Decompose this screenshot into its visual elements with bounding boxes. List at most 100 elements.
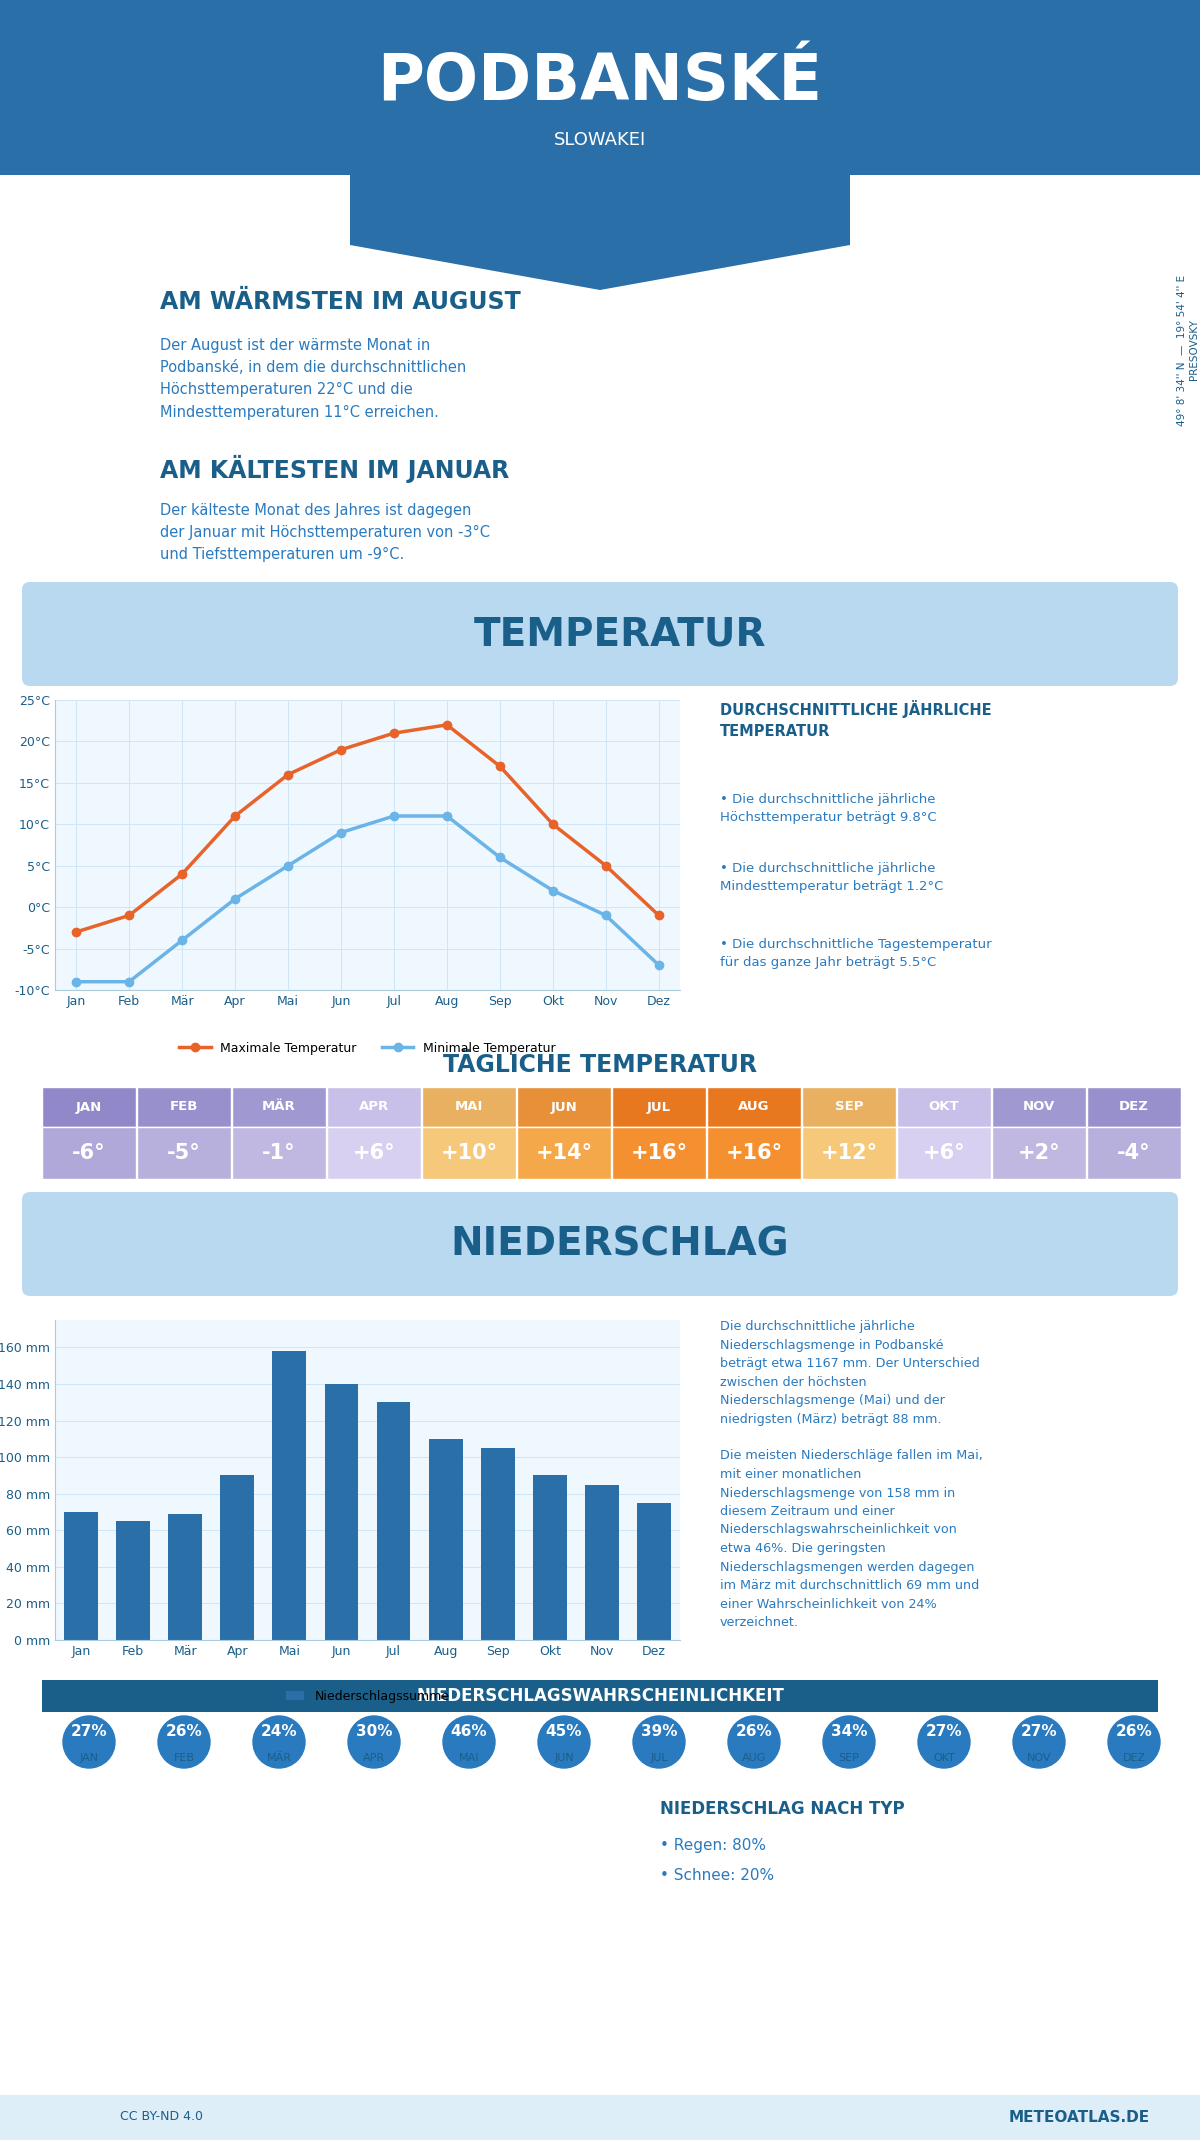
Text: • Die durchschnittliche jährliche
Höchsttemperatur beträgt 9.8°C: • Die durchschnittliche jährliche Höchst… xyxy=(720,792,937,824)
Text: JUN: JUN xyxy=(551,1100,577,1113)
Text: NIEDERSCHLAG NACH TYP: NIEDERSCHLAG NACH TYP xyxy=(660,1800,905,1819)
Text: +16°: +16° xyxy=(630,1143,688,1162)
Text: • Die durchschnittliche jährliche
Mindesttemperatur beträgt 1.2°C: • Die durchschnittliche jährliche Mindes… xyxy=(720,862,943,892)
Text: 30%: 30% xyxy=(355,1725,392,1740)
FancyBboxPatch shape xyxy=(42,1128,136,1179)
Bar xyxy=(324,1385,359,1639)
Text: • Regen: 80%: • Regen: 80% xyxy=(660,1838,766,1853)
FancyBboxPatch shape xyxy=(612,1128,706,1179)
Text: METEOATLAS.DE: METEOATLAS.DE xyxy=(1009,2110,1150,2125)
Circle shape xyxy=(634,1716,685,1768)
Text: 49° 8' 34'' N  —  19° 54' 4'' E
PRESOVSKY: 49° 8' 34'' N — 19° 54' 4'' E PRESOVSKY xyxy=(1177,274,1199,426)
FancyBboxPatch shape xyxy=(517,1087,611,1128)
Circle shape xyxy=(1013,1716,1066,1768)
FancyBboxPatch shape xyxy=(898,1128,991,1179)
FancyBboxPatch shape xyxy=(992,1087,1086,1128)
Bar xyxy=(584,1485,619,1639)
Text: NOV: NOV xyxy=(1022,1100,1055,1113)
Text: JUN: JUN xyxy=(554,1753,574,1763)
FancyBboxPatch shape xyxy=(232,1087,326,1128)
Text: OKT: OKT xyxy=(929,1100,959,1113)
Bar xyxy=(221,1474,254,1639)
Text: DEZ: DEZ xyxy=(1122,1753,1146,1763)
Text: MÄR: MÄR xyxy=(266,1753,292,1763)
Text: 27%: 27% xyxy=(1021,1725,1057,1740)
Bar xyxy=(377,1402,410,1639)
Bar xyxy=(272,1350,306,1639)
Text: JUL: JUL xyxy=(647,1100,671,1113)
Text: +16°: +16° xyxy=(726,1143,782,1162)
Bar xyxy=(481,1449,515,1639)
FancyBboxPatch shape xyxy=(42,1087,136,1128)
Text: 26%: 26% xyxy=(166,1725,203,1740)
FancyBboxPatch shape xyxy=(326,1128,421,1179)
Bar xyxy=(533,1474,566,1639)
FancyBboxPatch shape xyxy=(0,2095,1200,2140)
Text: MAI: MAI xyxy=(455,1100,484,1113)
Bar xyxy=(637,1502,671,1639)
Text: +14°: +14° xyxy=(535,1143,593,1162)
Circle shape xyxy=(443,1716,496,1768)
Text: JAN: JAN xyxy=(79,1753,98,1763)
Bar xyxy=(428,1438,462,1639)
Text: SEP: SEP xyxy=(839,1753,859,1763)
FancyBboxPatch shape xyxy=(1087,1128,1181,1179)
Text: SLOWAKEI: SLOWAKEI xyxy=(554,131,646,150)
Text: Der August ist der wärmste Monat in
Podbanské, in dem die durchschnittlichen
Höc: Der August ist der wärmste Monat in Podb… xyxy=(160,338,467,419)
Circle shape xyxy=(538,1716,590,1768)
Text: 26%: 26% xyxy=(736,1725,773,1740)
Polygon shape xyxy=(350,175,850,291)
Text: 27%: 27% xyxy=(71,1725,107,1740)
Text: CC BY-ND 4.0: CC BY-ND 4.0 xyxy=(120,2110,203,2123)
Bar xyxy=(116,1522,150,1639)
FancyBboxPatch shape xyxy=(137,1128,230,1179)
FancyBboxPatch shape xyxy=(137,1087,230,1128)
Text: DEZ: DEZ xyxy=(1120,1100,1148,1113)
Text: NOV: NOV xyxy=(1027,1753,1051,1763)
Text: APR: APR xyxy=(362,1753,385,1763)
Text: OKT: OKT xyxy=(934,1753,955,1763)
Text: 27%: 27% xyxy=(925,1725,962,1740)
Text: AUG: AUG xyxy=(742,1753,766,1763)
Text: APR: APR xyxy=(359,1100,389,1113)
Text: 26%: 26% xyxy=(1116,1725,1152,1740)
FancyBboxPatch shape xyxy=(707,1128,802,1179)
Text: JUL: JUL xyxy=(650,1753,668,1763)
Text: TÄGLICHE TEMPERATUR: TÄGLICHE TEMPERATUR xyxy=(443,1053,757,1076)
FancyBboxPatch shape xyxy=(422,1128,516,1179)
Text: NIEDERSCHLAGSWAHRSCHEINLICHKEIT: NIEDERSCHLAGSWAHRSCHEINLICHKEIT xyxy=(416,1686,784,1706)
Text: MÄR: MÄR xyxy=(262,1100,296,1113)
FancyBboxPatch shape xyxy=(326,1087,421,1128)
Text: -6°: -6° xyxy=(72,1143,106,1162)
Text: DURCHSCHNITTLICHE JÄHRLICHE
TEMPERATUR: DURCHSCHNITTLICHE JÄHRLICHE TEMPERATUR xyxy=(720,700,991,738)
Circle shape xyxy=(823,1716,875,1768)
FancyBboxPatch shape xyxy=(22,1192,1178,1297)
Text: 39%: 39% xyxy=(641,1725,677,1740)
Text: NIEDERSCHLAG: NIEDERSCHLAG xyxy=(451,1224,790,1263)
Text: 24%: 24% xyxy=(260,1725,298,1740)
Circle shape xyxy=(918,1716,970,1768)
Text: +6°: +6° xyxy=(923,1143,965,1162)
FancyBboxPatch shape xyxy=(802,1087,896,1128)
FancyBboxPatch shape xyxy=(422,1087,516,1128)
FancyBboxPatch shape xyxy=(898,1087,991,1128)
Text: 34%: 34% xyxy=(830,1725,868,1740)
Text: -5°: -5° xyxy=(167,1143,200,1162)
Text: PODBANSKÉ: PODBANSKÉ xyxy=(378,51,822,113)
FancyBboxPatch shape xyxy=(22,582,1178,687)
Circle shape xyxy=(728,1716,780,1768)
Text: +10°: +10° xyxy=(440,1143,498,1162)
Text: Der kälteste Monat des Jahres ist dagegen
der Januar mit Höchsttemperaturen von : Der kälteste Monat des Jahres ist dagege… xyxy=(160,503,490,563)
Text: +12°: +12° xyxy=(821,1143,877,1162)
Text: Die durchschnittliche jährliche
Niederschlagsmenge in Podbanské
beträgt etwa 116: Die durchschnittliche jährliche Niedersc… xyxy=(720,1320,983,1629)
FancyBboxPatch shape xyxy=(517,1128,611,1179)
Text: JAN: JAN xyxy=(76,1100,102,1113)
Circle shape xyxy=(348,1716,400,1768)
FancyBboxPatch shape xyxy=(42,1680,1158,1712)
Text: FEB: FEB xyxy=(174,1753,194,1763)
Text: 45%: 45% xyxy=(546,1725,582,1740)
Text: TEMPERATUR: TEMPERATUR xyxy=(474,614,767,653)
Text: FEB: FEB xyxy=(170,1100,198,1113)
Circle shape xyxy=(253,1716,305,1768)
FancyBboxPatch shape xyxy=(992,1128,1086,1179)
